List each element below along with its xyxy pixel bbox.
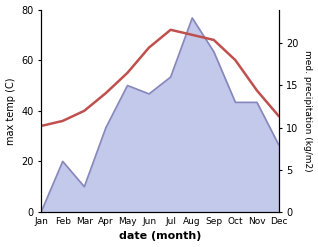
Y-axis label: max temp (C): max temp (C) [5, 77, 16, 144]
Y-axis label: med. precipitation (kg/m2): med. precipitation (kg/m2) [303, 50, 313, 172]
X-axis label: date (month): date (month) [119, 231, 201, 242]
